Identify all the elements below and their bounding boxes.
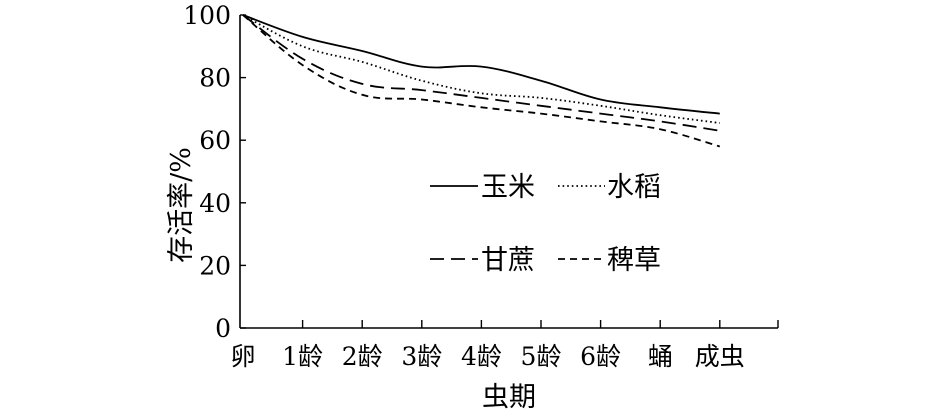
x-tick-label: 4龄 xyxy=(461,342,502,371)
x-tick-label: 3龄 xyxy=(401,342,442,371)
series-line-2 xyxy=(242,14,720,132)
x-tick-label: 蛹 xyxy=(648,342,673,371)
x-tick-label: 卵 xyxy=(230,342,255,371)
y-tick-label: 20 xyxy=(199,251,231,280)
y-tick-label: 0 xyxy=(215,314,231,343)
x-tick-label: 6龄 xyxy=(580,342,621,371)
x-tick-label: 成虫 xyxy=(695,342,745,371)
x-tick-label: 2龄 xyxy=(342,342,383,371)
y-tick-label: 100 xyxy=(183,1,231,30)
x-ticks: 卵 1龄 2龄 3龄 4龄 5龄 6龄蛹成虫 xyxy=(230,320,779,371)
legend-label-1: 水稻 xyxy=(607,172,661,203)
y-tick-label: 60 xyxy=(199,126,231,155)
y-tick-label: 40 xyxy=(199,189,231,218)
legend-label-0: 玉米 xyxy=(481,172,535,203)
series-line-0 xyxy=(242,14,720,115)
series-line-1 xyxy=(242,14,720,124)
x-axis-label: 虫期 xyxy=(482,382,536,413)
axes xyxy=(239,15,778,329)
y-tick-label: 80 xyxy=(199,64,231,93)
legend-label-3: 稗草 xyxy=(607,245,661,276)
x-tick-label: 5龄 xyxy=(521,342,562,371)
legend-label-2: 甘蔗 xyxy=(481,245,535,276)
series-line-3 xyxy=(242,14,721,148)
y-axis-label: 存活率/% xyxy=(166,147,197,263)
series-lines xyxy=(242,14,721,148)
y-ticks: 0 20 40 60 80 100 xyxy=(183,1,246,343)
x-tick-label: 1龄 xyxy=(282,342,323,371)
